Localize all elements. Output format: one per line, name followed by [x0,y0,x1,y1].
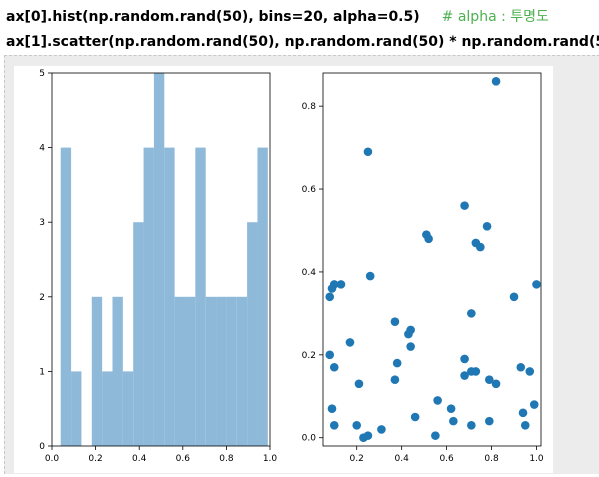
scatter-point [449,416,458,426]
histogram-bar [195,147,206,446]
scatter-point [365,271,375,281]
figure: 0.0 0.2 0.4 0.6 0.8 1.0 0 1 2 3 4 5 0.2 0.4 0.6 0.8 1.0… [14,66,553,473]
scatter-point [329,362,339,372]
x-tick-label: 0.2 [88,454,102,464]
y-tick-label: 4 [39,144,45,154]
scatter-point [485,416,494,426]
scatter-point [460,354,469,364]
y-tick-label: 0.2 [302,351,316,361]
scatter-point [345,338,355,347]
histogram-bar [216,296,227,446]
y-tick-label: 2 [39,293,45,303]
scatter-point [325,350,335,360]
y-tick-label: 3 [39,218,45,228]
scatter-point [392,358,402,368]
scatter-point [325,292,335,302]
histogram-bar [164,147,175,446]
code-text-2: ax[1].scatter(np.random.rand(50), np.ran… [6,34,599,50]
histogram-bar [257,147,268,446]
scatter-point [431,431,440,440]
scatter-point [491,76,501,86]
histogram-bar [205,296,217,446]
histogram-frame [51,72,271,447]
code-text-1: ax[0].hist(np.random.rand(50), bins=20, … [6,9,420,25]
scatter-point [406,342,415,351]
histogram-bar [91,296,103,446]
x-tick-label: 1.0 [529,454,544,464]
x-tick-label: 0.6 [176,454,191,464]
scatter-point [460,201,469,210]
x-tick-label: 0.4 [394,454,409,464]
scatter-point [460,371,469,380]
x-tick-label: 1.0 [263,454,278,464]
histogram-bar [236,296,248,446]
histogram-bar [143,147,154,446]
y-tick-label: 0.6 [302,185,317,195]
histogram-bar [153,73,165,446]
scatter-point [467,367,476,376]
histogram-bar [174,296,185,446]
scatter-point [482,222,492,231]
histogram-bar [184,296,196,446]
y-tick-label: 1 [39,367,45,377]
scatter-point [329,420,339,430]
scatter-point [354,379,364,389]
scatter-point [363,431,373,440]
code-line-2: ax[1].scatter(np.random.rand(50), np.ran… [6,34,599,50]
y-tick-label: 0.8 [302,102,317,112]
x-tick-label: 0.4 [132,454,147,464]
scatter-point [532,280,541,289]
y-tick-label: 5 [39,69,45,79]
scatter-point [390,375,400,384]
scatter-point [525,367,535,376]
y-tick-label: 0.4 [302,268,317,278]
histogram-bar [133,222,144,446]
scatter-frame [322,72,542,447]
scatter-point [518,408,528,418]
x-tick-label: 0.2 [350,454,364,464]
scatter-point [529,400,539,409]
scatter-point [476,242,485,252]
scatter-point [336,280,346,289]
scatter-point [377,425,386,434]
scatter-axes: 0.2 0.4 0.6 0.8 1.0 0.0 0.2 0.4 0.6 0.8 [302,72,544,464]
scatter-point [327,404,337,414]
histogram-bar [122,371,134,446]
scatter-point [390,317,400,326]
x-tick-label: 0.8 [484,454,499,464]
y-tick-label: 0 [39,442,45,452]
y-tick-label: 0.0 [302,434,317,444]
code-line-1: ax[0].hist(np.random.rand(50), bins=20, … [6,6,549,26]
x-tick-label: 0.6 [439,454,454,464]
histogram-bar [102,371,113,446]
x-tick-label: 0.0 [45,454,60,464]
scatter-point [491,379,501,389]
scatter-point [467,309,476,318]
scatter-point [327,284,337,293]
scatter-point [467,420,476,430]
histogram-bar [112,296,123,446]
x-tick-label: 0.8 [219,454,234,464]
histogram-bar [247,222,258,446]
scatter-point [424,234,433,244]
scatter-point [485,375,494,384]
histogram-bar [71,371,82,446]
scatter-point [433,396,442,405]
scatter-point [363,147,373,157]
histogram-bar [226,296,237,446]
scatter-point [404,329,413,339]
histogram-axes: 0.0 0.2 0.4 0.6 0.8 1.0 0 1 2 3 4 5 [39,69,277,464]
histogram-bar [60,147,72,446]
scatter-point [446,404,456,414]
scatter-point [516,362,526,372]
figure-canvas: 0.0 0.2 0.4 0.6 0.8 1.0 0 1 2 3 4 5 0.2 0.4 0.6 0.8 1.0… [39,69,544,464]
code-comment-1: # alpha : 투명도 [441,9,549,25]
scatter-point [520,420,530,430]
scatter-point [352,420,362,430]
scatter-point [509,292,519,302]
scatter-point [410,412,420,422]
